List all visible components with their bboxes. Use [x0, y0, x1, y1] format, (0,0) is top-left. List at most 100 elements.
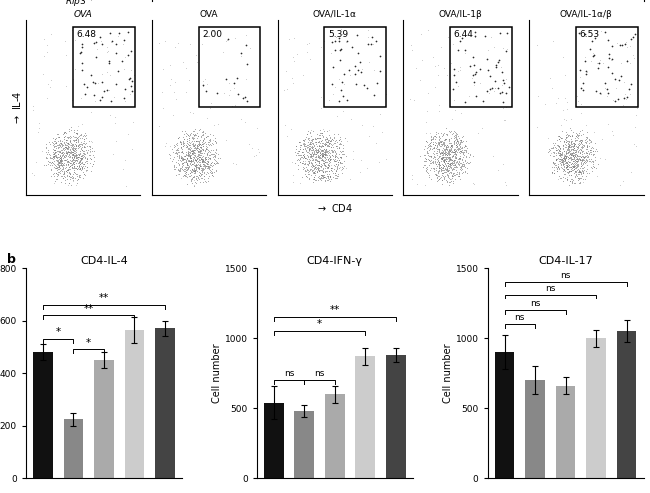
Point: [331, 167, 341, 175]
Point: [186, 175, 196, 183]
Point: [430, 133, 441, 141]
Point: [454, 149, 465, 157]
Point: [586, 138, 596, 146]
Point: [315, 126, 325, 134]
Point: [333, 130, 343, 138]
Point: [46, 76, 56, 84]
Point: [448, 165, 458, 173]
Point: [430, 133, 441, 141]
Point: [196, 166, 207, 174]
Point: [450, 132, 461, 140]
Point: [453, 146, 463, 154]
Point: [55, 156, 66, 164]
Point: [54, 148, 64, 156]
Point: [200, 144, 211, 152]
Point: [574, 166, 584, 174]
Point: [309, 158, 320, 166]
Point: [71, 141, 81, 148]
Point: [172, 149, 183, 157]
Point: [434, 146, 444, 154]
Point: [573, 168, 584, 176]
Point: [76, 154, 86, 162]
Point: [557, 157, 567, 165]
Point: [573, 162, 583, 170]
Point: [57, 158, 67, 166]
Point: [304, 146, 314, 154]
Point: [64, 163, 74, 171]
Point: [558, 144, 569, 152]
Point: [174, 151, 184, 159]
Point: [307, 163, 317, 171]
Point: [199, 175, 209, 183]
Point: [207, 158, 217, 166]
Point: [325, 137, 335, 145]
Point: [185, 147, 196, 155]
Point: [571, 164, 581, 172]
Point: [424, 161, 434, 169]
Point: [457, 155, 467, 163]
Point: [443, 164, 454, 172]
Point: [187, 166, 197, 174]
Point: [57, 141, 67, 148]
Point: [564, 158, 575, 166]
Point: [439, 155, 450, 163]
Point: [76, 130, 86, 138]
Point: [315, 131, 325, 139]
Point: [556, 174, 567, 182]
Point: [187, 136, 198, 143]
Point: [432, 150, 443, 158]
Point: [545, 151, 555, 159]
Point: [551, 155, 562, 163]
Point: [199, 160, 209, 168]
Point: [70, 151, 80, 159]
Point: [370, 139, 381, 147]
Point: [446, 176, 456, 183]
Point: [452, 147, 462, 155]
Point: [558, 154, 569, 162]
Point: [173, 144, 183, 152]
Point: [564, 172, 574, 179]
Point: [55, 152, 65, 160]
Point: [326, 140, 336, 148]
Point: [583, 153, 593, 161]
Point: [442, 143, 452, 151]
Point: [336, 140, 346, 148]
Point: [406, 41, 417, 49]
Point: [313, 157, 324, 165]
Point: [554, 142, 564, 150]
Point: [64, 149, 75, 157]
Point: [80, 162, 90, 170]
Point: [486, 84, 497, 92]
Point: [306, 165, 316, 173]
Point: [455, 138, 465, 145]
Point: [564, 141, 575, 149]
Point: [342, 137, 352, 145]
Point: [74, 172, 85, 180]
Point: [310, 155, 320, 163]
Point: [437, 131, 448, 139]
Point: [200, 158, 210, 166]
Point: [436, 166, 447, 174]
Point: [51, 169, 62, 176]
Point: [555, 158, 566, 166]
Point: [328, 165, 339, 173]
Point: [79, 170, 89, 177]
Point: [563, 141, 573, 149]
Point: [190, 166, 200, 174]
Point: [553, 163, 564, 171]
Point: [326, 141, 337, 149]
Point: [77, 146, 87, 154]
Point: [68, 143, 78, 151]
Point: [188, 150, 198, 158]
Point: [57, 151, 68, 159]
Point: [436, 154, 446, 162]
Point: [47, 138, 58, 145]
Point: [184, 134, 194, 142]
Point: [333, 160, 343, 168]
Bar: [325, 394, 344, 478]
Point: [567, 143, 578, 151]
Point: [575, 169, 585, 176]
Point: [338, 107, 348, 115]
Point: [211, 139, 222, 147]
Point: [198, 145, 209, 153]
